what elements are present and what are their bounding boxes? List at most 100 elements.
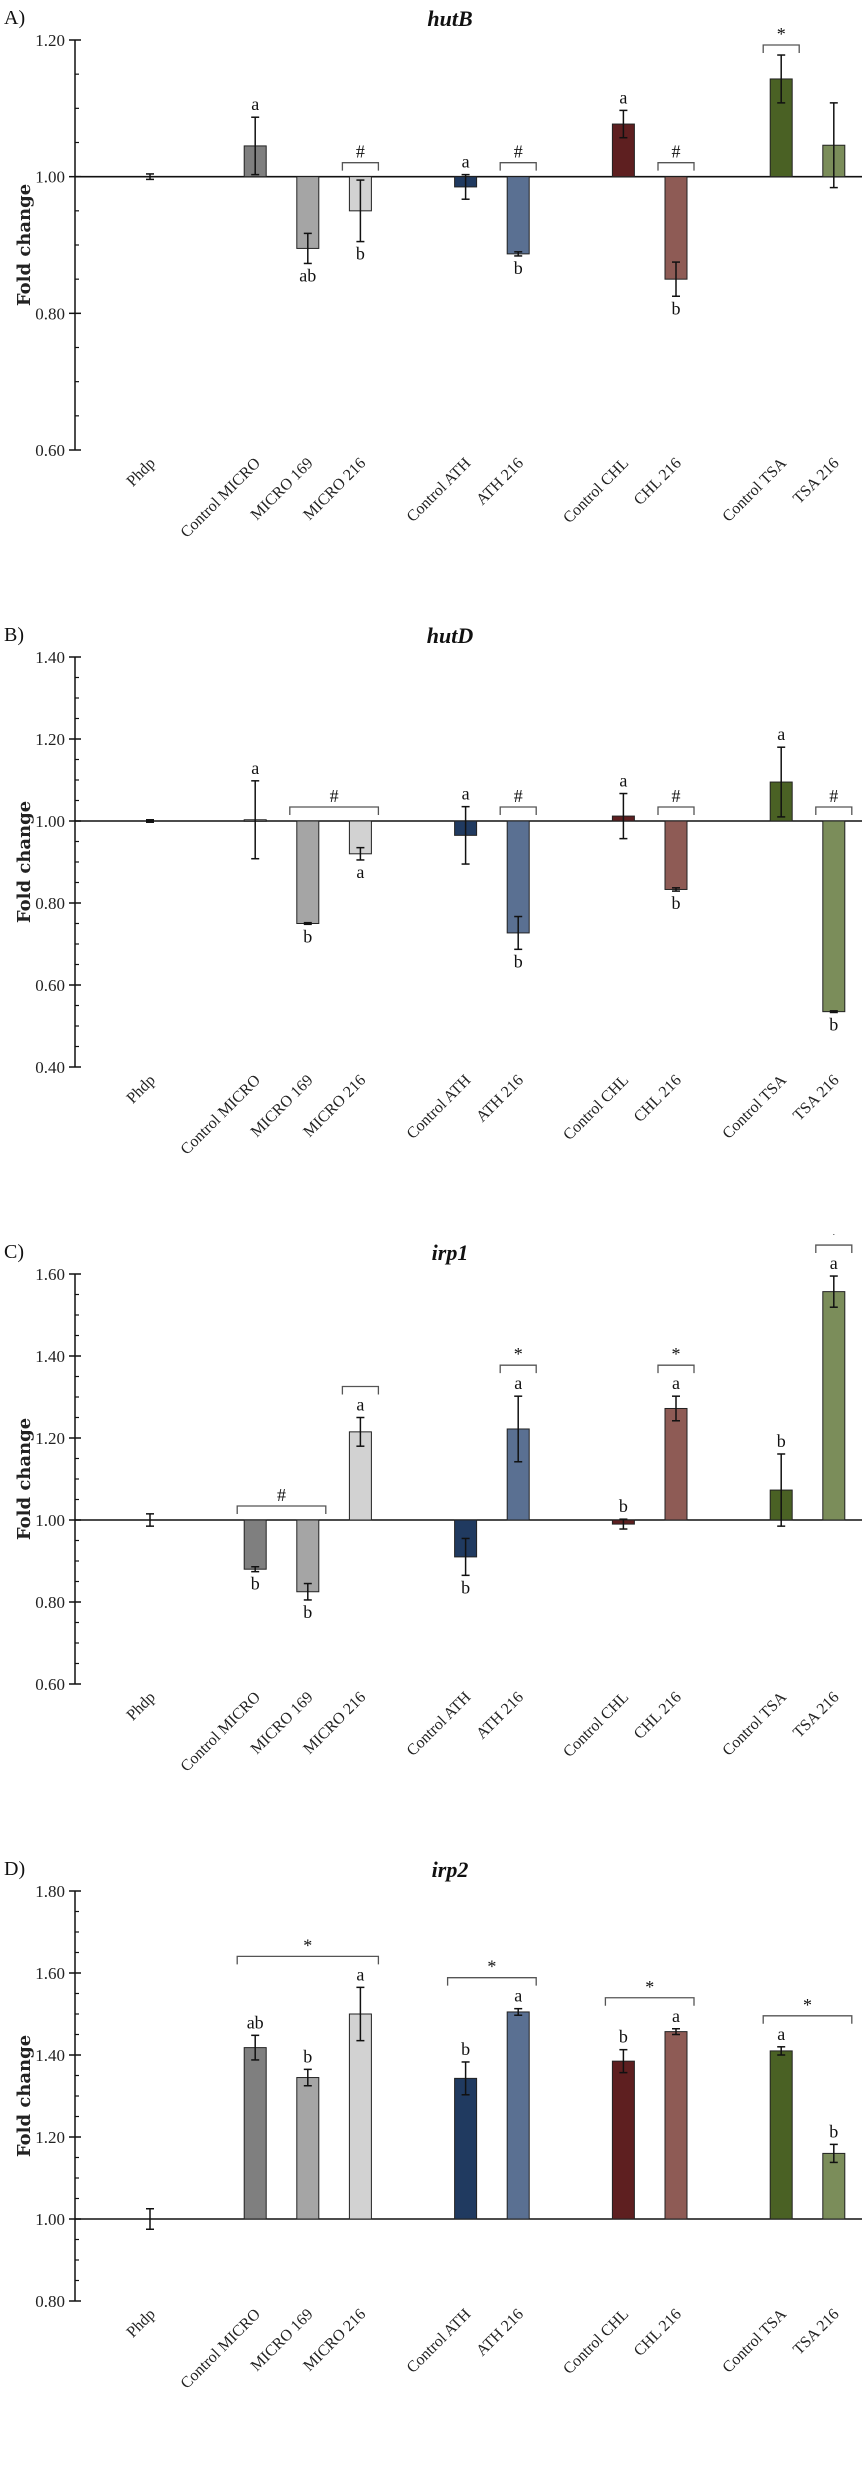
significance-letter: a [462, 784, 470, 804]
x-tick-label: Control CHL [560, 1689, 632, 1761]
x-tick-label: Control TSA [719, 454, 790, 525]
x-tick-label: Control ATH [404, 1071, 475, 1142]
panel-label: B) [4, 624, 24, 646]
significance-symbol: * [514, 1344, 523, 1364]
bar-tsa-216 [822, 2152, 846, 2220]
panel-a-hutb-chart: A) hutB Fold change 0.60 0.80 1.00 1.20 Phdp Con… [4, 6, 862, 542]
significance-bracket [604, 1997, 695, 2006]
x-tick-label: Control MICRO [178, 1689, 265, 1776]
y-tick-label: 1.20 [35, 2128, 65, 2147]
x-tick-label: Control CHL [560, 2306, 632, 2378]
significance-symbol: * [487, 1957, 496, 1977]
significance-letter: a [777, 2024, 785, 2044]
x-tick-label: TSA 216 [790, 2306, 843, 2359]
bar-micro-169 [296, 1519, 320, 1593]
significance-letter: a [251, 94, 259, 114]
significance-letter: a [251, 758, 259, 778]
significance-bracket [341, 1385, 380, 1395]
y-tick-label: 1.40 [35, 2046, 65, 2065]
y-tick-label: 0.80 [35, 894, 65, 913]
x-tick-label: Control MICRO [178, 455, 265, 542]
bar-chl-216 [664, 1407, 688, 1521]
y-tick-label: 1.00 [35, 168, 65, 187]
significance-letter: a [672, 1373, 680, 1393]
significance-bracket [499, 162, 537, 171]
bar-ath-216 [506, 176, 530, 255]
chart-title: hutB [427, 6, 472, 31]
significance-symbol: # [277, 1485, 286, 1505]
x-tick-label: ATH 216 [473, 1072, 527, 1126]
chart-title: irp2 [432, 1857, 469, 1882]
significance-letter: b [672, 893, 681, 913]
significance-letter: a [356, 1964, 364, 1984]
bar-control-ath [454, 2077, 478, 2220]
y-tick-label: 0.60 [35, 441, 65, 460]
significance-letter: ab [247, 2012, 264, 2032]
y-tick-label: 0.60 [35, 976, 65, 995]
x-tick-label: TSA 216 [790, 1072, 843, 1125]
significance-bracket [815, 1244, 853, 1254]
y-axis-label: Fold change [14, 801, 35, 923]
bar-control-chl [611, 2060, 635, 2220]
y-tick-label: 1.40 [35, 648, 65, 667]
significance-letter: b [461, 2039, 470, 2059]
bar-chl-216 [664, 820, 688, 890]
significance-letter: b [672, 298, 681, 318]
significance-symbol: * [645, 1977, 654, 1997]
x-tick-label: Control ATH [404, 454, 475, 525]
panel-label: A) [4, 7, 25, 29]
significance-bracket [499, 806, 537, 815]
x-tick-label: Control MICRO [178, 2306, 265, 2393]
y-tick-label: 1.80 [35, 1882, 65, 1901]
y-axis-label: Fold change [14, 2035, 35, 2157]
x-tick-label: CHL 216 [631, 2306, 685, 2360]
significance-bracket [815, 806, 853, 815]
significance-letter: a [777, 724, 785, 744]
x-tick-label: ATH 216 [473, 455, 527, 509]
significance-letter: a [356, 1395, 364, 1415]
significance-bracket [762, 44, 800, 54]
panel-b-hutd-chart: B) hutD Fold change 0.40 0.60 0.80 1.00 1.20 1.4… [4, 623, 862, 1158]
y-tick-label: 0.80 [35, 304, 65, 323]
significance-bracket [236, 1955, 380, 1965]
x-tick-label: CHL 216 [631, 455, 685, 509]
bar-control-micro [243, 2047, 267, 2220]
significance-letter: ab [299, 265, 316, 285]
significance-letter: b [356, 244, 365, 264]
bar-ath-216 [506, 2011, 530, 2220]
y-tick-label: 1.00 [35, 2210, 65, 2229]
significance-symbol: # [672, 142, 681, 162]
significance-letter: a [619, 771, 627, 791]
x-tick-label: ATH 216 [473, 1689, 527, 1743]
significance-letter: a [619, 87, 627, 107]
significance-bracket [762, 2015, 853, 2024]
significance-bracket [657, 162, 695, 171]
significance-symbol: # [514, 142, 523, 162]
significance-letter: b [461, 1577, 470, 1597]
x-tick-label: Control TSA [719, 2305, 790, 2376]
panel-label: C) [4, 1241, 24, 1263]
x-tick-label: Control CHL [560, 455, 632, 527]
significance-symbol: * [672, 1344, 681, 1364]
significance-letter: b [619, 1496, 628, 1516]
bar-tsa-216 [822, 820, 846, 1013]
x-tick-label: Control ATH [404, 2305, 475, 2376]
significance-letter: a [672, 2006, 680, 2026]
significance-letter: b [829, 1014, 838, 1034]
significance-letter: a [462, 152, 470, 172]
significance-symbol: * [829, 1234, 838, 1244]
x-tick-label: CHL 216 [631, 1689, 685, 1743]
panel-c-irp1-chart: C) irp1 Fold change 0.60 0.80 1.00 1.20 1.40 1.6… [4, 1234, 862, 1776]
significance-bracket [341, 162, 380, 171]
significance-letter: b [514, 258, 523, 278]
significance-letter: a [514, 1986, 522, 2006]
y-tick-label: 1.00 [35, 1511, 65, 1530]
significance-symbol: * [803, 1995, 812, 2015]
significance-symbol: # [330, 786, 339, 806]
x-tick-label: Phdp [124, 2306, 159, 2341]
y-tick-label: 0.80 [35, 1593, 65, 1612]
significance-symbol: * [303, 1935, 312, 1955]
significance-bracket [657, 806, 695, 815]
y-axis-label: Fold change [14, 1418, 35, 1540]
